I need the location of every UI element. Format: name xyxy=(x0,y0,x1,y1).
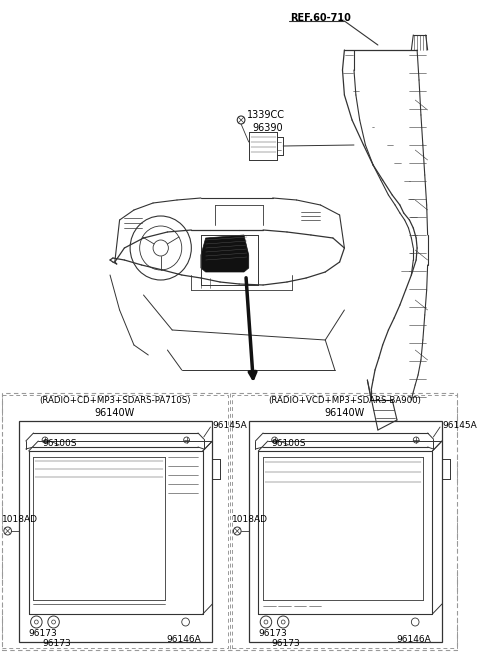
Text: 96173: 96173 xyxy=(42,640,71,649)
Text: 96145A: 96145A xyxy=(212,420,247,430)
Text: 96146A: 96146A xyxy=(166,636,201,644)
Text: 1018AD: 1018AD xyxy=(231,514,267,523)
Text: 96140W: 96140W xyxy=(324,408,364,418)
Bar xyxy=(2,393,457,650)
Bar xyxy=(249,421,442,642)
Text: 96173: 96173 xyxy=(29,630,58,638)
Text: 96145A: 96145A xyxy=(442,420,477,430)
Text: (RADIO+VCD+MP3+SDARS-BA900): (RADIO+VCD+MP3+SDARS-BA900) xyxy=(268,396,421,405)
Bar xyxy=(19,421,212,642)
Text: 96100S: 96100S xyxy=(272,438,306,447)
Text: 1339CC: 1339CC xyxy=(247,110,285,120)
Polygon shape xyxy=(201,235,249,272)
Text: 96146A: 96146A xyxy=(396,636,431,644)
Text: REF.60-710: REF.60-710 xyxy=(290,13,351,23)
Text: 96140W: 96140W xyxy=(95,408,135,418)
Text: 96390: 96390 xyxy=(252,123,283,133)
Text: 96100S: 96100S xyxy=(42,438,77,447)
Bar xyxy=(2,395,228,648)
Text: 96173: 96173 xyxy=(258,630,287,638)
Bar xyxy=(231,395,457,648)
Text: (RADIO+CD+MP3+SDARS-PA710S): (RADIO+CD+MP3+SDARS-PA710S) xyxy=(39,396,191,405)
Text: 1018AD: 1018AD xyxy=(2,514,38,523)
Text: 96173: 96173 xyxy=(272,640,300,649)
